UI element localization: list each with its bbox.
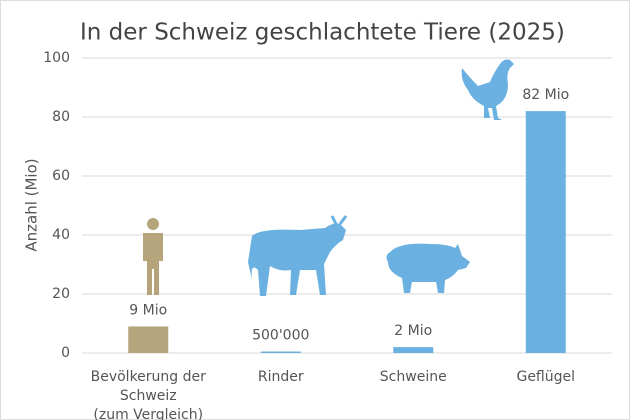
x-tick-label: Geflügel: [516, 369, 576, 385]
bar: [525, 111, 566, 353]
y-tick-label: 60: [52, 168, 70, 184]
bar: [260, 351, 301, 354]
value-label: 500'000: [252, 328, 309, 344]
chart-title: In der Schweiz geschlachtete Tiere (2025…: [80, 20, 565, 46]
y-tick-label: 80: [52, 109, 70, 125]
x-tick-label: Rinder: [257, 369, 304, 385]
x-tick-label: Schweine: [379, 369, 447, 385]
y-tick-label: 20: [52, 286, 70, 302]
x-tick-label: Bevölkerung der Schweiz (zum Vergleich): [90, 369, 206, 420]
bar: [128, 326, 169, 353]
value-label: 2 Mio: [394, 323, 432, 339]
person-icon: [143, 218, 163, 295]
y-axis-label: Anzahl (Mio): [23, 158, 41, 251]
cow-icon: [248, 215, 348, 296]
chicken-icon: [461, 59, 514, 120]
pig-icon: [386, 243, 470, 293]
y-tick-label: 0: [61, 345, 70, 361]
value-label: 9 Mio: [129, 302, 167, 318]
value-label: 82 Mio: [522, 87, 569, 103]
bar: [393, 347, 434, 353]
y-tick-label: 100: [43, 50, 70, 66]
y-tick-label: 40: [52, 227, 70, 243]
